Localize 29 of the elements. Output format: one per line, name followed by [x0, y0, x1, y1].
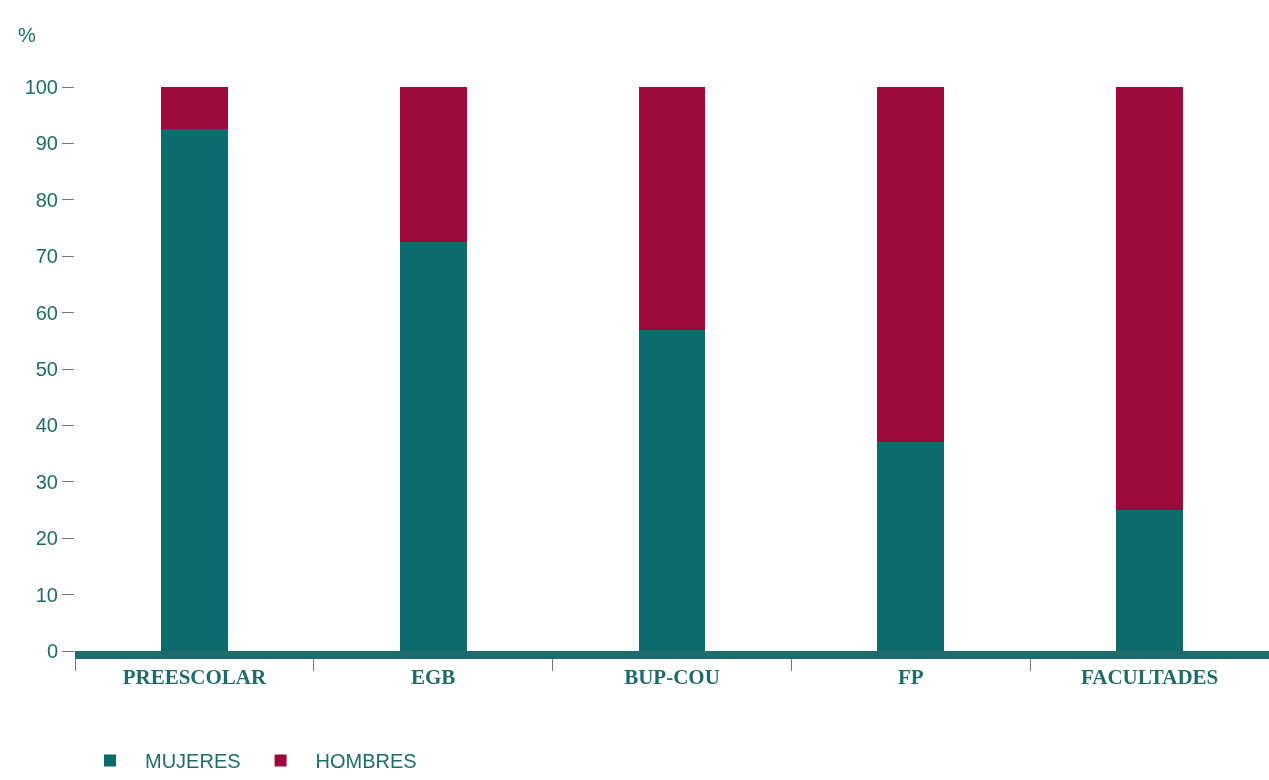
- bar: [638, 87, 706, 330]
- y-tick-label: 40: [35, 414, 58, 437]
- bar: [399, 242, 467, 651]
- y-tick-label: 50: [35, 358, 58, 380]
- y-tick-label: 80: [35, 188, 58, 211]
- y-tick-label: 70: [35, 245, 58, 268]
- y-tick-label: 30: [35, 470, 58, 493]
- x-tick-label: FP: [897, 665, 924, 690]
- bar: [877, 442, 945, 651]
- y-tick-label: 60: [35, 301, 58, 324]
- bar: [877, 87, 945, 443]
- y-tick-label: 20: [35, 527, 58, 550]
- bar: [160, 87, 228, 130]
- legend-label: MUJERES: [145, 750, 241, 773]
- x-tick-label: BUP-COU: [624, 665, 720, 690]
- y-tick-label: 100: [24, 76, 58, 98]
- bar: [160, 129, 228, 651]
- y-tick-label: 90: [35, 132, 58, 155]
- bar: [638, 329, 706, 651]
- bar: [1116, 510, 1184, 651]
- legend-label: HOMBRES: [315, 750, 417, 773]
- x-tick-label: EGB: [411, 665, 456, 690]
- bar: [399, 87, 467, 243]
- bar: [1116, 87, 1184, 510]
- y-axis-title: %: [18, 24, 36, 46]
- y-tick-label: 10: [35, 583, 58, 606]
- x-tick-label: PREESCOLAR: [122, 665, 267, 690]
- y-tick-label: 0: [46, 640, 58, 662]
- x-tick-label: FACULTADES: [1080, 665, 1219, 690]
